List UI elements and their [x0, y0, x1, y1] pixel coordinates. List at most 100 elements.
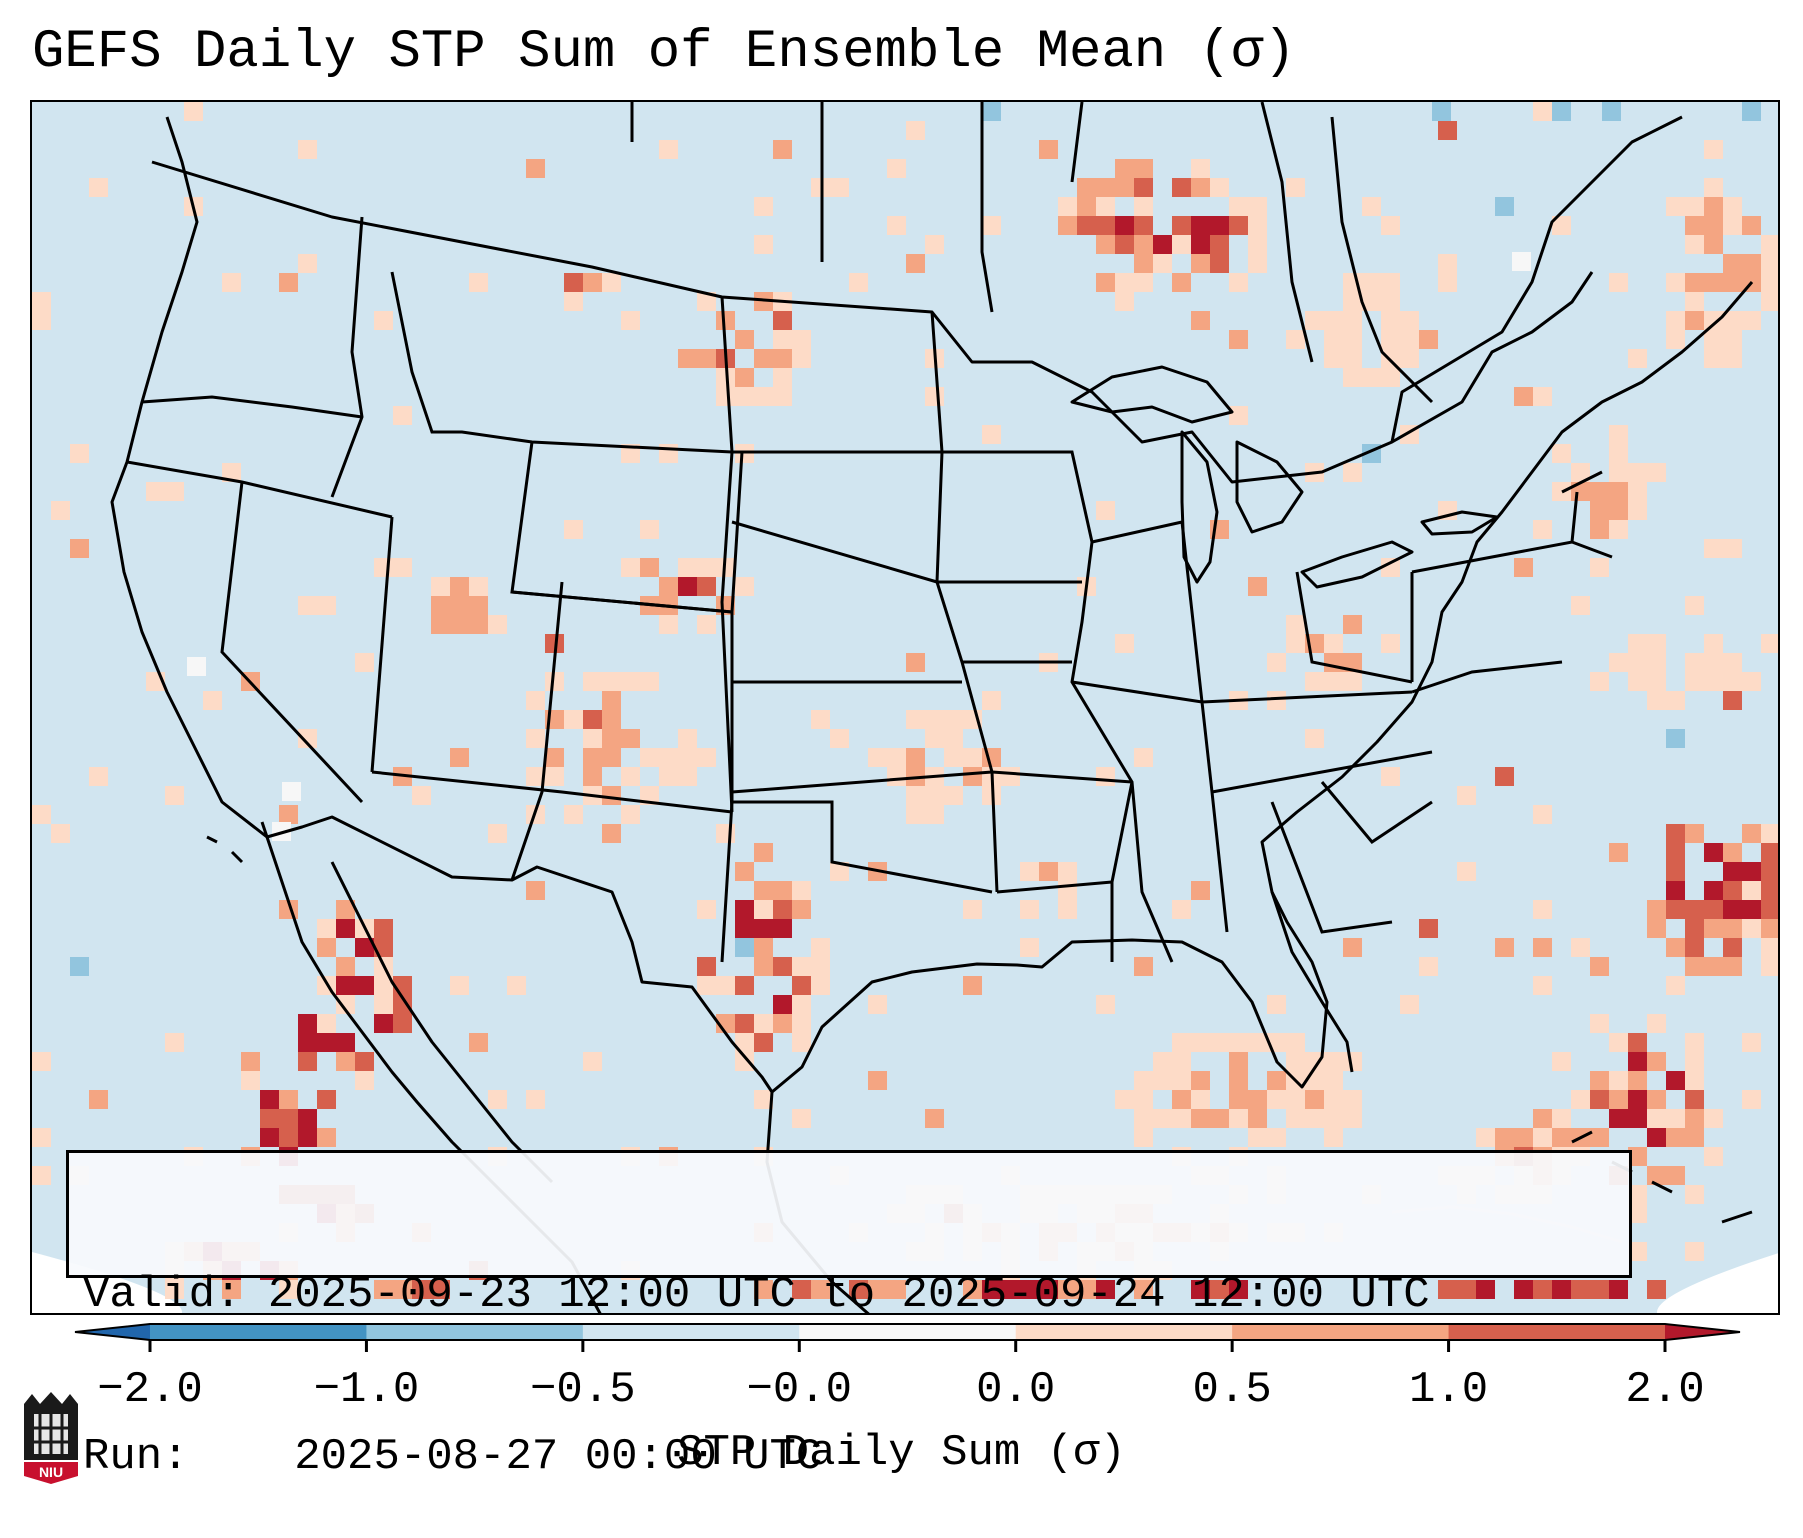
stp-cell	[1248, 254, 1267, 273]
stp-cell	[1704, 311, 1723, 330]
canada-east-border	[1390, 115, 1683, 443]
stp-cell	[1761, 254, 1778, 273]
stp-cell	[1704, 1147, 1723, 1166]
stp-cell	[1134, 273, 1153, 292]
stp-cell	[298, 1033, 317, 1052]
stp-cell	[1172, 235, 1191, 254]
stp-cell	[678, 729, 697, 748]
stp-cell	[792, 330, 811, 349]
stp-cell	[773, 1014, 792, 1033]
stp-anomaly-shading	[32, 102, 1778, 1299]
stp-cell	[735, 1033, 754, 1052]
stp-cell	[1761, 957, 1778, 976]
stp-cell	[621, 444, 640, 463]
stp-cell	[906, 805, 925, 824]
stp-cell	[1134, 1128, 1153, 1147]
stp-cell	[526, 1090, 545, 1109]
stp-cell	[697, 976, 716, 995]
stp-cell	[583, 273, 602, 292]
stp-cell	[1229, 406, 1248, 425]
stp-cell	[849, 273, 868, 292]
stp-cell	[1381, 273, 1400, 292]
stp-cell	[32, 1052, 51, 1071]
stp-cell	[1512, 252, 1531, 271]
stp-cell	[716, 368, 735, 387]
stp-cell	[754, 292, 773, 311]
stp-cell	[317, 1014, 336, 1033]
stp-cell	[792, 1033, 811, 1052]
stp-cell	[1666, 1166, 1685, 1185]
stp-cell	[1305, 729, 1324, 748]
stp-cell	[735, 862, 754, 881]
stp-cell	[1628, 501, 1647, 520]
stp-cell	[1191, 881, 1210, 900]
stp-cell	[716, 976, 735, 995]
stp-cell	[1666, 862, 1685, 881]
stp-cell	[659, 140, 678, 159]
stp-cell	[887, 748, 906, 767]
stp-cell	[32, 805, 51, 824]
stp-cell	[621, 805, 640, 824]
stp-cell	[1096, 767, 1115, 786]
stp-cell	[887, 767, 906, 786]
stp-cell	[393, 406, 412, 425]
stp-cell	[1685, 957, 1704, 976]
stp-cell	[1628, 653, 1647, 672]
stp-cell	[1723, 919, 1742, 938]
stp-cell	[1362, 292, 1381, 311]
stp-cell	[450, 596, 469, 615]
stp-cell	[640, 748, 659, 767]
state-borders	[126, 216, 1613, 963]
stp-cell	[583, 748, 602, 767]
stp-cell	[773, 140, 792, 159]
stp-cell	[1400, 349, 1419, 368]
stp-cell	[792, 995, 811, 1014]
stp-cell	[944, 729, 963, 748]
stp-cell	[51, 824, 70, 843]
stp-cell	[469, 1033, 488, 1052]
stp-cell	[1723, 197, 1742, 216]
stp-cell	[1704, 178, 1723, 197]
stp-cell	[1590, 482, 1609, 501]
stp-cell	[1685, 273, 1704, 292]
stp-cell	[1134, 1090, 1153, 1109]
stp-cell	[355, 1071, 374, 1090]
stp-cell	[1362, 273, 1381, 292]
stp-cell	[1723, 254, 1742, 273]
stp-cell	[374, 976, 393, 995]
stp-cell	[1533, 387, 1552, 406]
stp-cell	[355, 1052, 374, 1071]
stp-cell	[1723, 539, 1742, 558]
stp-cell	[1001, 1280, 1020, 1299]
stp-cell	[773, 330, 792, 349]
stp-cell	[678, 577, 697, 596]
stp-cell	[336, 1033, 355, 1052]
stp-cell	[1153, 1071, 1172, 1090]
stp-cell	[1628, 634, 1647, 653]
stp-cell	[70, 539, 89, 558]
stp-cell	[1039, 862, 1058, 881]
stp-cell	[1666, 1109, 1685, 1128]
stp-cell	[602, 786, 621, 805]
stp-cell	[1324, 672, 1343, 691]
stp-cell	[963, 767, 982, 786]
stp-cell	[336, 995, 355, 1014]
stp-cell	[1134, 1109, 1153, 1128]
stp-cell	[1704, 216, 1723, 235]
stp-cell	[1191, 159, 1210, 178]
stp-cell	[602, 729, 621, 748]
stp-cell	[1647, 1128, 1666, 1147]
stp-cell	[811, 976, 830, 995]
stp-cell	[1685, 311, 1704, 330]
stp-cell	[1704, 1109, 1723, 1128]
stp-cell	[1609, 1090, 1628, 1109]
stp-cell	[545, 672, 564, 691]
stp-cell	[659, 748, 678, 767]
stp-cell	[678, 349, 697, 368]
stp-cell	[697, 957, 716, 976]
stp-cell	[1761, 881, 1778, 900]
stp-cell	[1495, 767, 1514, 786]
stp-cell	[374, 995, 393, 1014]
stp-cell	[1685, 216, 1704, 235]
stp-cell	[1704, 843, 1723, 862]
